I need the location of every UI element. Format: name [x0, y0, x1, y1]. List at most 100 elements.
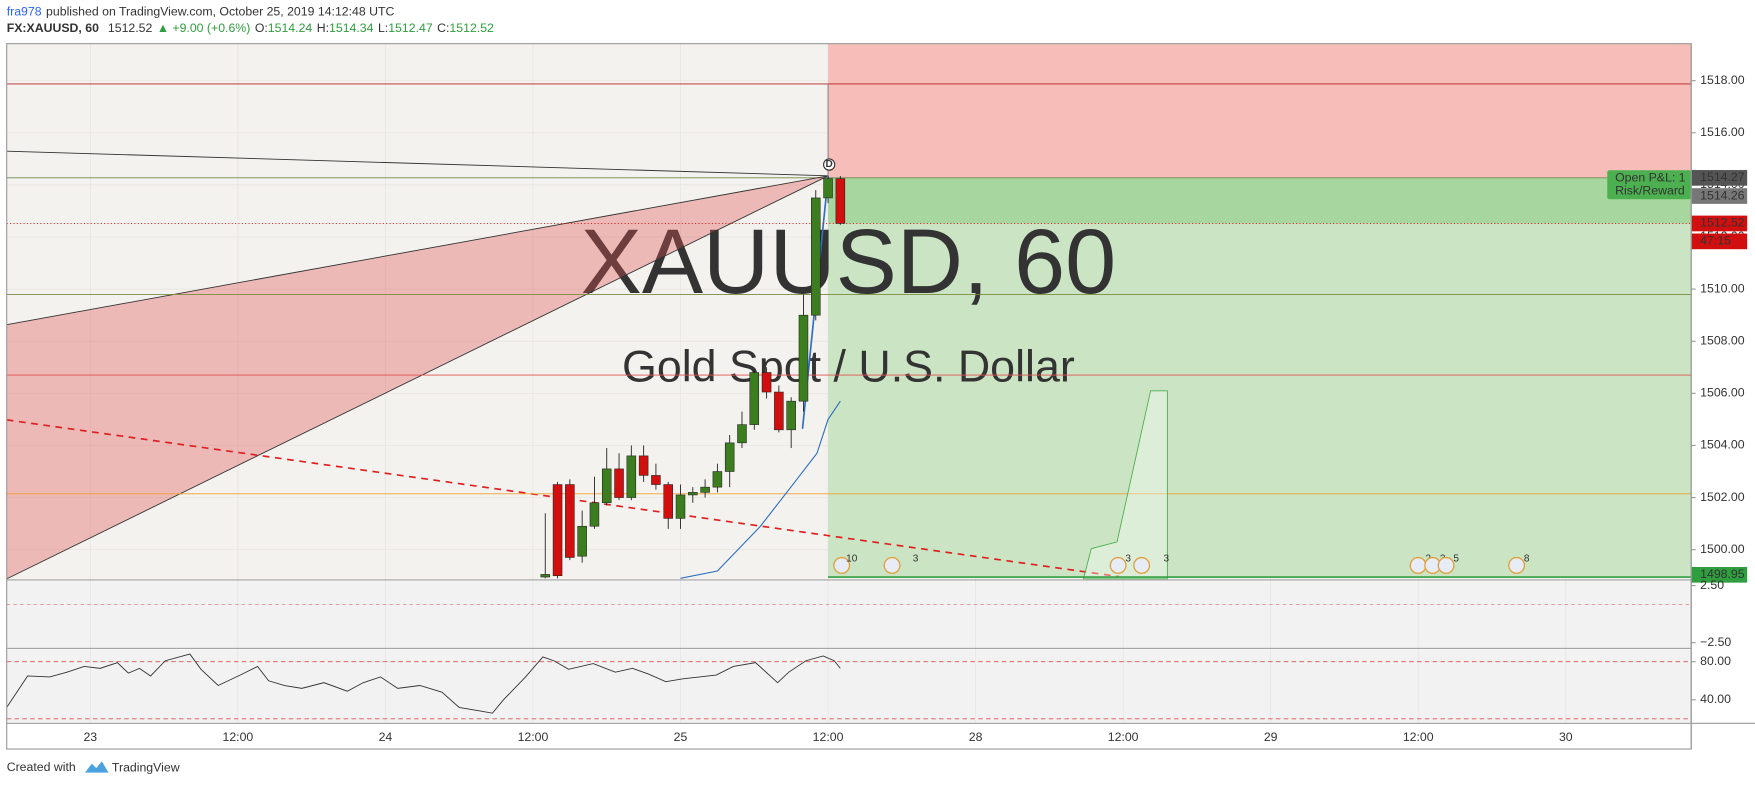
- ohlc-value: 1512.52: [449, 21, 494, 35]
- event-count: 3: [913, 553, 919, 564]
- change: ▲ +9.00 (+0.6%): [157, 21, 251, 35]
- y-tick-label: 1516.00: [1700, 125, 1745, 139]
- target-label: 1498.95: [1700, 567, 1745, 581]
- y-tick-label: 40.00: [1700, 692, 1731, 706]
- candle-body: [823, 178, 833, 199]
- entry-label: 1514.27: [1700, 170, 1745, 184]
- author[interactable]: fra978: [7, 5, 42, 19]
- y-tick-label: 2.50: [1700, 578, 1724, 592]
- footer: Created with: [7, 760, 76, 774]
- event-icon: [1437, 556, 1455, 574]
- y-tick-label: 80.00: [1700, 654, 1731, 668]
- countdown-bg: [1691, 233, 1748, 250]
- candle-body: [638, 455, 649, 476]
- y-tick-label: 1510.00: [1700, 281, 1745, 295]
- stop-zone: [828, 43, 1692, 178]
- price-label: 1512.52: [1700, 216, 1745, 230]
- target-label-bg: [1691, 566, 1748, 583]
- candle-body: [688, 492, 698, 496]
- candle-body: [601, 468, 612, 504]
- price-label-bg: [1691, 215, 1748, 232]
- pattern-line: [6, 175, 829, 326]
- dashed-trend-line: [6, 419, 1120, 578]
- price-label: 1514.26: [1700, 188, 1745, 202]
- event-count: 5: [1453, 553, 1459, 564]
- event-icon: [1109, 556, 1127, 574]
- event-count: 3: [1163, 553, 1169, 564]
- x-tick-label: 30: [1559, 730, 1573, 744]
- trend-line: [6, 150, 829, 177]
- candle-body: [540, 574, 551, 578]
- candle-body: [774, 391, 784, 431]
- candle-body: [552, 484, 563, 577]
- candle-body: [712, 471, 723, 488]
- candle-body: [798, 314, 809, 402]
- candle-body: [786, 400, 796, 431]
- event-icon: [1508, 556, 1526, 574]
- x-tick-label: 12:00: [1108, 730, 1139, 744]
- ohlc-label: L:: [378, 21, 388, 35]
- candle-body: [737, 424, 747, 444]
- x-tick-label: 12:00: [1403, 730, 1434, 744]
- x-tick-label: 25: [674, 730, 688, 744]
- pattern-label: D: [826, 159, 833, 170]
- event-icon: [883, 556, 901, 574]
- ohlc-value: 1514.34: [329, 21, 374, 35]
- symbol: FX:XAUUSD, 60: [7, 21, 99, 35]
- frame: [6, 43, 1692, 750]
- event-icon: [833, 556, 851, 574]
- event-icon: [1133, 556, 1151, 574]
- y-tick-label: 1504.00: [1700, 438, 1745, 452]
- entry-label-bg: [1691, 170, 1748, 186]
- watermark-subtitle: Gold Spot / U.S. Dollar: [622, 341, 1075, 391]
- pattern-point: [823, 158, 836, 171]
- watermark: XAUUSD, 60: [581, 211, 1116, 313]
- candle-body: [835, 178, 846, 224]
- candle-body: [811, 197, 821, 316]
- price-label-bg: [1691, 188, 1748, 204]
- last-price: 1512.52: [108, 21, 153, 35]
- candle-body: [761, 372, 772, 393]
- candle-body: [577, 525, 587, 557]
- x-tick-label: 12:00: [518, 730, 549, 744]
- x-tick-label: 23: [83, 730, 97, 744]
- candle-body: [651, 475, 661, 485]
- ohlc-value: 1512.47: [388, 21, 433, 35]
- x-tick-label: 12:00: [813, 730, 844, 744]
- event-count: 3: [1125, 553, 1131, 564]
- target-zone: [828, 177, 1692, 578]
- ohlc-label: H:: [317, 21, 329, 35]
- rsi-line: [6, 653, 841, 714]
- y-tick-label: 1518.00: [1700, 73, 1745, 87]
- ema-line: [680, 400, 841, 579]
- symbol-line: FX:XAUUSD, 60 1512.52 ▲ +9.00 (+0.6%) O:151…: [7, 21, 494, 35]
- countdown: 47:15: [1700, 234, 1731, 248]
- x-tick-label: 12:00: [222, 730, 253, 744]
- pattern-line: [6, 175, 829, 580]
- footer-text: Created with: [7, 760, 76, 774]
- macd-pane: [6, 581, 1692, 648]
- position-sublabel: Risk/Reward: [1615, 184, 1685, 198]
- y-tick-label: −2.50: [1700, 635, 1731, 649]
- ohlc-label: O:: [255, 21, 268, 35]
- profit-zone: [828, 177, 1692, 224]
- candle-body: [626, 455, 637, 498]
- candle-body: [614, 468, 624, 498]
- candle-body: [749, 372, 760, 425]
- logo: [85, 761, 109, 773]
- y-tick-label: 1500.00: [1700, 542, 1745, 556]
- event-count: 8: [1524, 553, 1530, 564]
- event-icon: [1409, 556, 1427, 574]
- candle-body: [663, 484, 673, 519]
- ohlc-label: C:: [437, 21, 449, 35]
- candle-body: [700, 486, 710, 493]
- ohlc-value: 1514.24: [268, 21, 313, 35]
- x-tick-label: 24: [379, 730, 393, 744]
- event-count: 10: [846, 553, 858, 564]
- position-label: Open P&L: 1: [1615, 170, 1686, 184]
- rsi-pane: [6, 649, 1692, 723]
- y-tick-label: 1502.00: [1700, 490, 1745, 504]
- brand[interactable]: TradingView: [112, 760, 180, 774]
